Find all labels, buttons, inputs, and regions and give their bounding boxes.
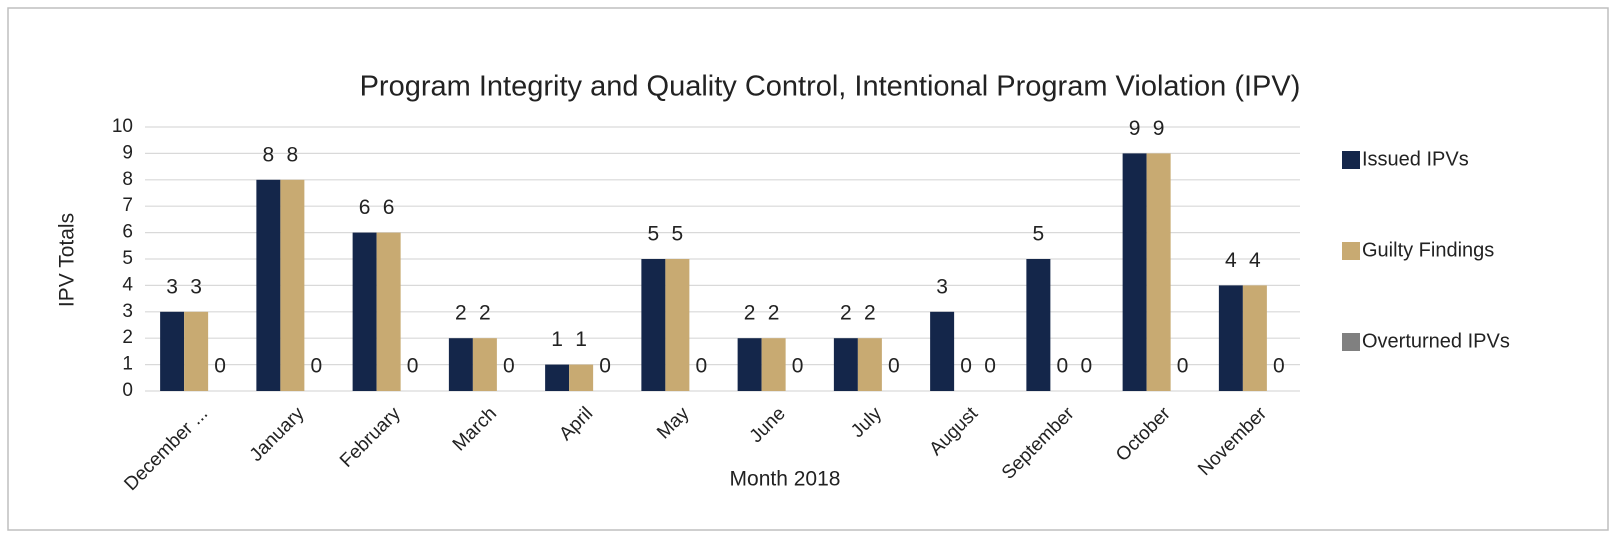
bar (1146, 153, 1171, 391)
data-label: 6 (383, 196, 395, 219)
data-label: 0 (888, 355, 900, 378)
y-tick-label: 9 (122, 142, 133, 163)
data-label: 0 (599, 355, 611, 378)
data-label: 0 (1273, 355, 1285, 378)
bar (376, 232, 401, 391)
data-label: 4 (1225, 249, 1237, 272)
data-label: 9 (1129, 117, 1141, 140)
data-label: 3 (190, 275, 202, 298)
data-label: 5 (648, 223, 660, 246)
data-label: 3 (166, 275, 178, 298)
data-label: 0 (503, 355, 515, 378)
bar (1026, 259, 1051, 391)
data-label: 5 (672, 223, 684, 246)
bar (641, 259, 666, 391)
data-label: 1 (575, 328, 587, 351)
chart-title: Program Integrity and Quality Control, I… (360, 71, 1301, 103)
data-label: 2 (840, 302, 852, 325)
bar (280, 179, 305, 391)
bar (545, 364, 570, 391)
data-label: 0 (214, 355, 226, 378)
bar (472, 338, 497, 391)
y-tick-label: 8 (122, 169, 133, 190)
data-label: 0 (1081, 355, 1093, 378)
bar (184, 311, 209, 391)
bar (448, 338, 473, 391)
data-label: 0 (792, 355, 804, 378)
data-label: 2 (768, 302, 780, 325)
data-label: 6 (359, 196, 371, 219)
data-label: 0 (407, 355, 419, 378)
y-tick-label: 6 (122, 222, 133, 243)
y-axis-label: IPV Totals (56, 213, 79, 307)
y-tick-label: 10 (112, 116, 133, 137)
data-label: 4 (1249, 249, 1261, 272)
data-label: 1 (551, 328, 563, 351)
legend-label: Guilty Findings (1362, 239, 1494, 261)
bar (857, 338, 882, 391)
data-label: 2 (864, 302, 876, 325)
y-tick-label: 4 (122, 274, 133, 295)
y-tick-label: 3 (122, 301, 133, 322)
bar (160, 311, 185, 391)
bar (665, 259, 690, 391)
data-label: 8 (263, 143, 275, 166)
y-tick-label: 1 (122, 354, 133, 375)
data-label: 0 (696, 355, 708, 378)
x-axis-label: Month 2018 (730, 468, 841, 491)
legend-label: Issued IPVs (1362, 148, 1469, 170)
bar (1242, 285, 1267, 391)
bar (352, 232, 377, 391)
bar (569, 364, 594, 391)
y-tick-label: 2 (122, 327, 133, 348)
bar (1218, 285, 1243, 391)
bar (833, 338, 858, 391)
data-label: 2 (744, 302, 756, 325)
data-label: 0 (984, 355, 996, 378)
bar (1122, 153, 1147, 391)
bar (761, 338, 786, 391)
data-label: 5 (1033, 223, 1045, 246)
legend-swatch (1342, 242, 1360, 260)
data-label: 8 (287, 143, 299, 166)
bar (256, 179, 281, 391)
y-tick-label: 7 (122, 195, 133, 216)
data-label: 3 (936, 275, 948, 298)
data-label: 0 (1057, 355, 1069, 378)
legend-label: Overturned IPVs (1362, 330, 1510, 352)
bar (930, 311, 955, 391)
y-tick-label: 5 (122, 248, 133, 269)
data-label: 9 (1153, 117, 1165, 140)
data-label: 0 (311, 355, 323, 378)
y-tick-label: 0 (122, 380, 133, 401)
data-label: 0 (960, 355, 972, 378)
data-label: 2 (455, 302, 467, 325)
data-label: 2 (479, 302, 491, 325)
legend-swatch (1342, 151, 1360, 169)
bar (737, 338, 762, 391)
legend-swatch (1342, 333, 1360, 351)
data-label: 0 (1177, 355, 1189, 378)
